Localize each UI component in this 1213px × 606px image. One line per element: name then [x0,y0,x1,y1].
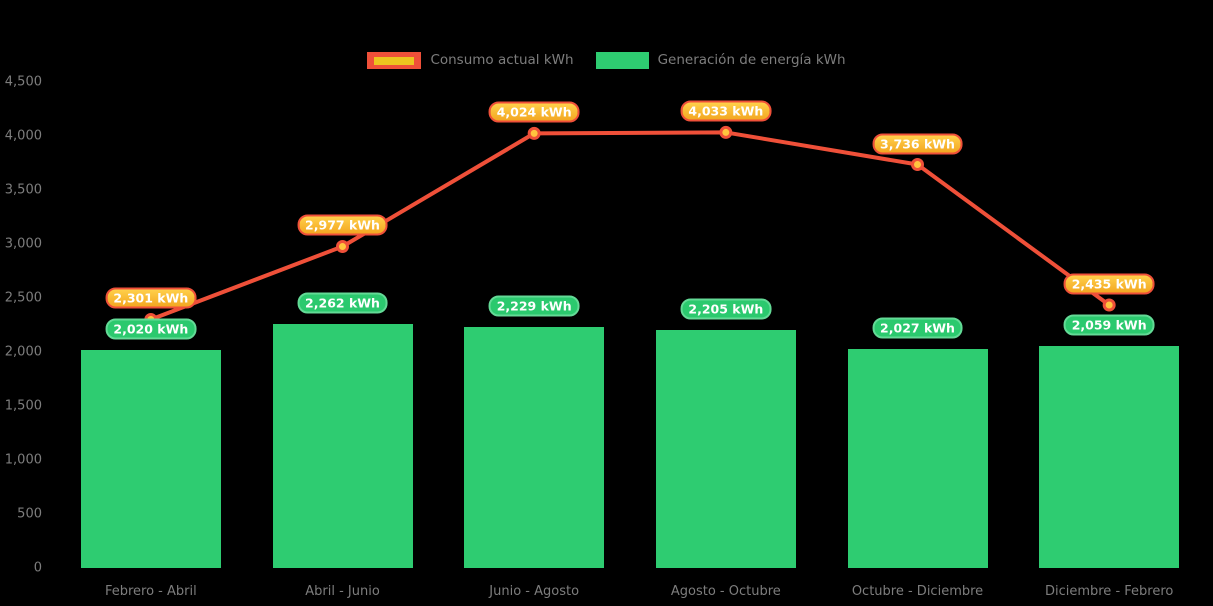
consumption-value-label: 4,033 kWh [680,100,772,122]
y-tick-label: 0 [33,560,42,576]
y-tick-label: 3,500 [4,182,42,198]
generation-bar[interactable] [464,327,605,568]
y-tick-label: 1,500 [4,398,42,414]
generation-bar[interactable] [80,349,221,568]
generation-value-label: 2,229 kWh [488,295,580,317]
legend-item-consumption[interactable]: Consumo actual kWh [367,52,574,69]
legend-label-consumption: Consumo actual kWh [430,52,574,68]
consumption-point-marker[interactable] [719,125,733,139]
y-tick-label: 4,500 [4,74,42,90]
consumption-point-marker[interactable] [527,126,541,140]
generation-value-label: 2,027 kWh [872,317,963,339]
consumption-value-label: 3,736 kWh [872,133,963,154]
generation-bar[interactable] [272,323,413,568]
generation-legend-swatch-icon [595,52,649,69]
consumption-legend-swatch-inner [374,56,415,65]
legend: Consumo actual kWh Generación de energía… [0,52,1213,69]
legend-item-generation[interactable]: Generación de energía kWh [595,52,846,69]
consumption-value-label: 2,301 kWh [105,287,197,309]
y-tick-label: 2,500 [4,290,42,306]
x-category-label: Diciembre - Febrero [1044,584,1174,599]
y-tick-label: 500 [17,506,42,522]
generation-bar[interactable] [1039,345,1180,568]
y-tick-label: 1,000 [4,452,42,468]
y-tick-label: 2,000 [4,344,42,360]
generation-bar[interactable] [655,329,796,568]
generation-value-label: 2,059 kWh [1063,314,1155,336]
y-tick-label: 3,000 [4,236,42,252]
consumption-legend-swatch-icon [367,52,422,69]
legend-label-generation: Generación de energía kWh [657,52,846,68]
generation-value-label: 2,205 kWh [680,298,772,320]
generation-value-label: 2,020 kWh [105,318,197,340]
consumption-point-marker[interactable] [1102,298,1116,312]
x-category-label: Junio - Agosto [489,584,580,599]
y-tick-label: 4,000 [4,128,42,144]
consumption-point-marker[interactable] [336,239,349,253]
x-category-label: Agosto - Octubre [670,584,781,599]
x-category-label: Abril - Junio [305,584,380,599]
consumption-line [150,130,1111,322]
generation-bar[interactable] [847,349,988,568]
x-category-label: Octubre - Diciembre [851,584,984,599]
consumption-value-label: 2,435 kWh [1063,273,1155,295]
consumption-value-label: 2,977 kWh [297,214,388,236]
consumption-point-marker[interactable] [911,158,924,172]
consumption-value-label: 4,024 kWh [488,101,580,123]
x-category-label: Febrero - Abril [104,584,197,599]
generation-value-label: 2,262 kWh [297,292,388,314]
